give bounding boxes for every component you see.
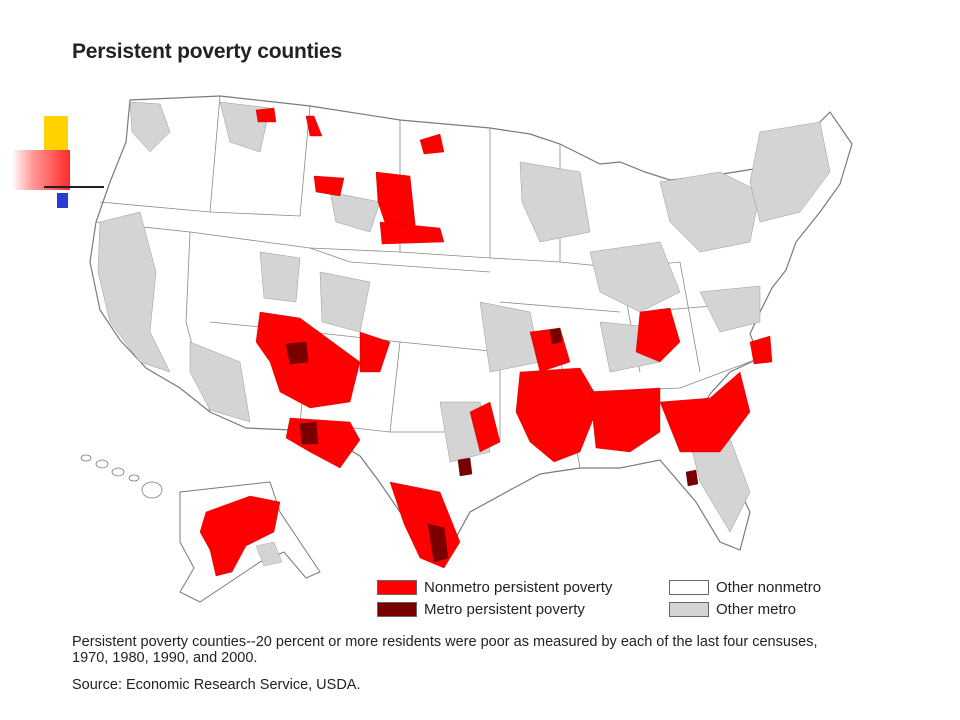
slide-accent-blue (57, 193, 68, 208)
legend-item-nonmetro-persistent: Nonmetro persistent poverty (377, 579, 612, 596)
us-poverty-map (80, 95, 853, 603)
map-source: Source: Economic Research Service, USDA. (72, 677, 361, 693)
legend-item-other-nonmetro: Other nonmetro (669, 579, 821, 596)
legend-label-other-metro: Other metro (716, 601, 797, 618)
legend-swatch-other-nonmetro (669, 580, 709, 595)
hawaii-islands (80, 454, 163, 499)
legend-label-other-nonmetro: Other nonmetro (716, 579, 822, 596)
legend-swatch-metro-persistent (377, 602, 417, 617)
slide-accent-line (44, 186, 104, 188)
legend-item-metro-persistent: Metro persistent poverty (377, 601, 585, 618)
legend-label-metro-persistent: Metro persistent poverty (424, 601, 585, 618)
alaska-other-metro (255, 541, 283, 567)
other-metro-areas (97, 101, 831, 533)
legend-label-nonmetro-persistent: Nonmetro persistent poverty (424, 579, 613, 596)
slide-accent-red (12, 150, 70, 190)
slide-accent-yellow (44, 116, 68, 152)
map-title: Persistent poverty counties (72, 40, 343, 63)
legend-swatch-nonmetro-persistent (377, 580, 417, 595)
map-footnote: Persistent poverty counties--20 percent … (72, 634, 818, 666)
legend-item-other-metro: Other metro (669, 601, 796, 618)
metro-persistent-poverty-areas (285, 327, 699, 563)
alaska-nonmetro-persistent (199, 495, 281, 577)
legend-swatch-other-metro (669, 602, 709, 617)
map-legend: Nonmetro persistent poverty Metro persis… (377, 577, 847, 623)
